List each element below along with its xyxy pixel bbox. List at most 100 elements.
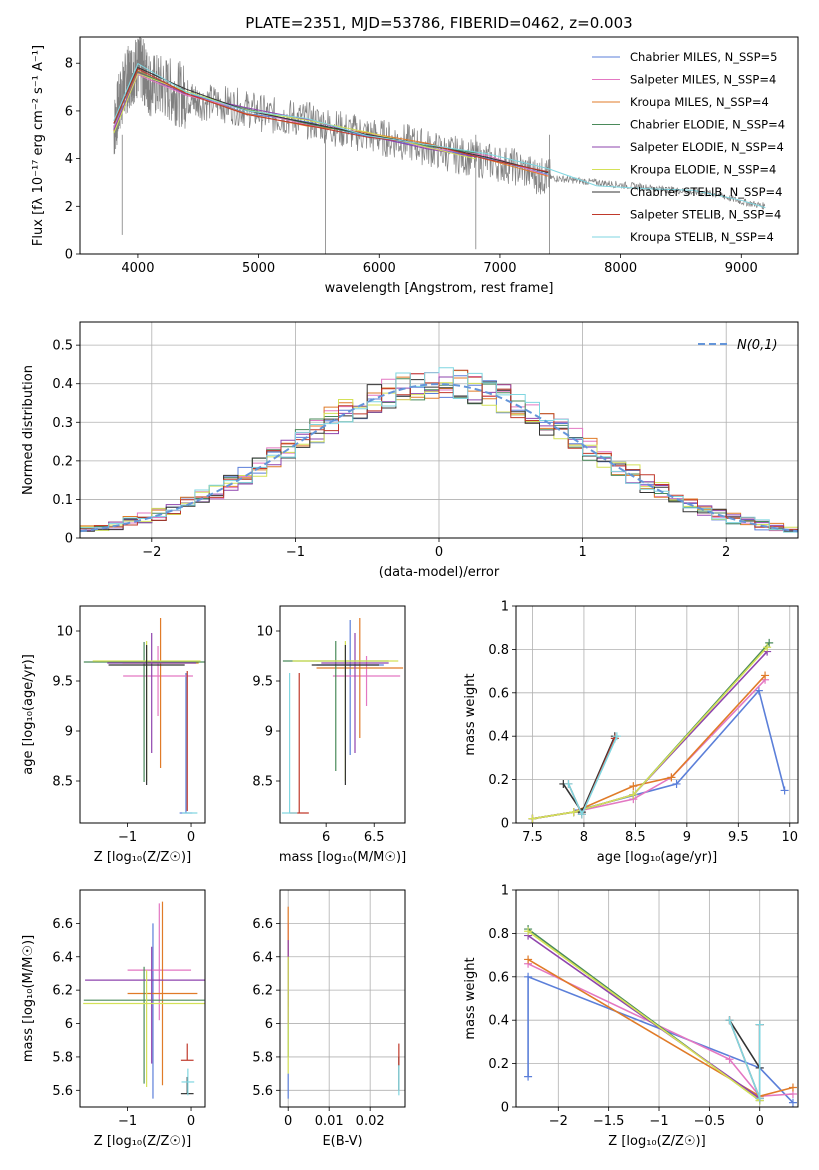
spectrum-legend-label-5: Kroupa ELODIE, N_SSP=4 — [630, 163, 776, 177]
weight-vs-Z-ytick-label-1: 0.2 — [488, 1057, 509, 1072]
spectrum-title: PLATE=2351, MJD=53786, FIBERID=0462, z=0… — [245, 14, 632, 32]
weight-vs-age-line-6 — [562, 735, 616, 814]
weight-vs-age-xtick-label-2: 8.5 — [625, 830, 646, 845]
weight-vs-age-ytick-label-4: 0.8 — [488, 643, 509, 658]
weight-vs-Z-xtick-label-3: −0.5 — [694, 1114, 726, 1129]
weight-vs-Z-line-0 — [527, 975, 794, 1104]
weight-vs-age-ylabel: mass weight — [463, 673, 478, 755]
residual-legend-label: N(0,1) — [737, 338, 778, 353]
weight-vs-Z-marker-1-1 — [725, 1055, 734, 1064]
mass-vs-ebv-frame — [279, 889, 406, 1108]
spectrum-legend-label-8: Kroupa STELIB, N_SSP=4 — [630, 230, 774, 244]
mass-vs-ebv-panel: 0 0.01 0.02 5.6 5.8 6 6.2 6.4 6.6 E(B-V) — [252, 889, 406, 1149]
mass-vs-Z-xtick-label-1: 0 — [187, 1114, 195, 1129]
weight-vs-age-ytick-label-0: 0 — [501, 817, 509, 832]
mass-vs-Z-ytick-label-1: 5.8 — [52, 1050, 73, 1065]
weight-vs-Z-ytick-label-0: 0 — [501, 1101, 509, 1116]
spectrum-ytick-label-3: 6 — [65, 104, 73, 119]
residuals-xtick-label-4: 2 — [722, 545, 730, 560]
weight-vs-Z-panel: −2 −1.5 −1 −0.5 0 0 0.2 0.4 0.6 0.8 1 Z [log₁₀(Z/Z☉… — [463, 884, 799, 1149]
weight-vs-age-ytick-label-1: 0.2 — [488, 773, 509, 788]
weight-vs-age-marker-0-3 — [780, 786, 789, 795]
weight-vs-Z-marker-8-1 — [755, 1094, 764, 1103]
weight-vs-Z-line-1 — [527, 963, 794, 1098]
weight-vs-Z-marker-8-0 — [725, 1016, 734, 1025]
weight-vs-Z-marker-2-2 — [788, 1083, 797, 1092]
residuals-ytick-label-2: 0.2 — [52, 454, 73, 469]
weight-vs-Z-xtick-label-1: −1.5 — [593, 1114, 625, 1129]
residuals-panel: −2 −1 0 1 2 0 0.1 0.2 0.3 0.4 0.5 (data-model)/erro… — [21, 321, 799, 580]
age-vs-mass-xlabel: mass [log₁₀(M/M☉)] — [279, 850, 406, 865]
weight-vs-age-line-1 — [532, 679, 766, 820]
residual-hist-8 — [80, 367, 798, 533]
mass-vs-ebv-plot-area — [287, 906, 400, 1099]
spectrum-legend-label-0: Chabrier MILES, N_SSP=5 — [630, 50, 777, 64]
weight-vs-Z-marker-0-0 — [524, 1072, 533, 1081]
residuals-xtick-label-2: 0 — [435, 545, 443, 560]
age-vs-Z-ytick-label-0: 8.5 — [52, 775, 73, 790]
weight-vs-age-xlabel: age [log₁₀(age/yr)] — [597, 850, 718, 865]
mass-vs-ebv-ytick-label-3: 6.2 — [252, 984, 273, 999]
weight-vs-age-marker-5-3 — [763, 643, 772, 652]
age-vs-mass-panel: 6 6.5 8.5 9 9.5 10 mass [log₁₀(M/M☉)] — [252, 605, 406, 865]
age-vs-mass-xtick-label-1: 6.5 — [364, 830, 385, 845]
residuals-xlabel: (data-model)/error — [379, 565, 500, 580]
spectrum-legend-label-3: Chabrier ELODIE, N_SSP=4 — [630, 118, 785, 132]
weight-vs-age-marker-2-4 — [761, 671, 770, 680]
age-vs-mass-plot-area — [281, 618, 404, 814]
weight-vs-age-marker-8-0 — [564, 779, 573, 788]
weight-vs-age-line-5 — [532, 646, 768, 820]
spectrum-model-line-6 — [113, 66, 549, 174]
weight-vs-Z-ytick-label-2: 0.4 — [488, 1014, 509, 1029]
weight-vs-age-xtick-label-4: 9.5 — [728, 830, 749, 845]
spectrum-panel: 4000 5000 6000 7000 8000 9000 0 2 4 6 8 wavelength … — [31, 14, 799, 296]
age-vs-Z-xtick-label-1: 0 — [187, 830, 195, 845]
spectrum-xtick-label-1: 5000 — [242, 261, 275, 276]
residuals-ytick-label-0: 0 — [65, 532, 73, 547]
spectrum-xlabel: wavelength [Angstrom, rest frame] — [325, 281, 554, 296]
spectrum-legend-label-7: Salpeter STELIB, N_SSP=4 — [630, 208, 781, 222]
weight-vs-Z-ytick-label-3: 0.6 — [488, 970, 509, 985]
spectrum-model-line-8 — [113, 62, 766, 209]
mass-vs-ebv-xtick-label-1: 0.01 — [315, 1114, 344, 1129]
weight-vs-age-marker-8-1 — [577, 810, 586, 819]
weight-vs-age-plot-area — [528, 638, 789, 823]
weight-vs-Z-marker-0-1 — [524, 972, 533, 981]
spectrum-legend-label-6: Chabrier STELIB, N_SSP=4 — [630, 185, 782, 199]
weight-vs-age-line-2 — [532, 674, 766, 820]
weight-vs-age-marker-8-2 — [612, 732, 621, 741]
mass-vs-Z-ylabel: mass [log₁₀(M/M☉)] — [21, 935, 36, 1062]
mass-vs-ebv-ytick-label-2: 6 — [265, 1017, 273, 1032]
residuals-ytick-label-5: 0.5 — [52, 339, 73, 354]
weight-vs-age-marker-5-0 — [528, 814, 537, 823]
age-vs-Z-ytick-label-3: 10 — [56, 625, 73, 640]
spectrum-ytick-label-4: 8 — [65, 57, 73, 72]
mass-vs-ebv-xlabel: E(B-V) — [322, 1134, 362, 1149]
spectrum-model-line-7 — [113, 68, 549, 173]
spectrum-frame — [79, 36, 799, 255]
weight-vs-age-line-4 — [532, 651, 768, 820]
weight-vs-age-ytick-label-5: 1 — [501, 600, 509, 615]
weight-vs-Z-ylabel: mass weight — [463, 957, 478, 1039]
weight-vs-age-marker-2-3 — [667, 773, 676, 782]
weight-vs-Z-xtick-label-4: 0 — [756, 1114, 764, 1129]
spectrum-legend-label-4: Salpeter ELODIE, N_SSP=4 — [630, 140, 784, 154]
age-vs-Z-ylabel: age [log₁₀(age/yr)] — [21, 654, 36, 775]
age-vs-mass-xtick-label-0: 6 — [322, 830, 330, 845]
residual-normal-curve — [80, 383, 798, 533]
weight-vs-age-xtick-label-3: 9 — [683, 830, 691, 845]
residuals-xtick-label-3: 1 — [578, 545, 586, 560]
age-vs-Z-frame — [79, 605, 206, 824]
spectrum-xtick-label-4: 8000 — [604, 261, 637, 276]
mass-vs-Z-xlabel: Z [log₁₀(Z/Z☉)] — [94, 1134, 191, 1149]
mass-vs-Z-plot-area — [83, 901, 205, 1099]
weight-vs-age-marker-3-3 — [765, 638, 774, 647]
age-vs-mass-ytick-label-0: 8.5 — [252, 775, 273, 790]
mass-vs-ebv-xtick-label-0: 0 — [284, 1114, 292, 1129]
weight-vs-Z-marker-0-3 — [788, 1098, 797, 1107]
spectrum-legend-label-1: Salpeter MILES, N_SSP=4 — [630, 73, 776, 87]
weight-vs-Z-ytick-label-4: 0.8 — [488, 927, 509, 942]
weight-vs-Z-xlabel: Z [log₁₀(Z/Z☉)] — [608, 1134, 705, 1149]
residuals-ytick-label-4: 0.4 — [52, 377, 73, 392]
